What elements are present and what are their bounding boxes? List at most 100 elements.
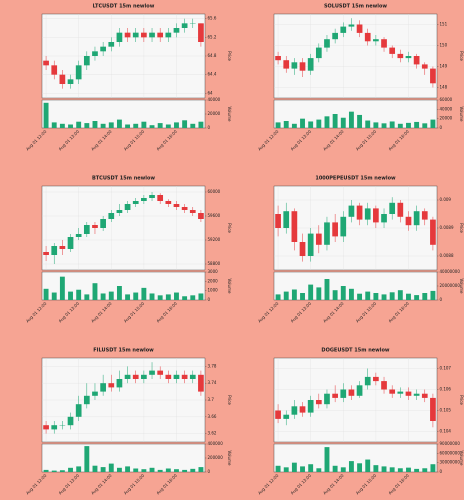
- candle-body: [373, 208, 379, 223]
- volume-bar: [59, 276, 65, 300]
- volume-bar: [308, 464, 314, 472]
- candle-body: [405, 216, 412, 226]
- y-tick-label: 150: [440, 43, 448, 48]
- volume-bar: [165, 294, 171, 300]
- y-tick-label: 3.66: [208, 414, 217, 419]
- candle-body: [124, 32, 131, 38]
- y-tick-label: 65.6: [208, 16, 217, 21]
- y-tick-label: 3.7: [208, 397, 215, 402]
- candle-body: [324, 393, 330, 405]
- volume-bar: [198, 121, 204, 128]
- candle-body: [356, 24, 363, 33]
- volume-tick-label: 40000: [440, 106, 453, 111]
- candle-body: [397, 391, 404, 394]
- y-axis-label: Price: [459, 51, 464, 61]
- volume-tick-label: 0: [208, 125, 211, 130]
- x-tick-label: Aug 01 15:00: [355, 301, 378, 324]
- volume-bar: [51, 292, 57, 300]
- volume-bar: [68, 124, 73, 128]
- y-tick-label: 0.0088: [440, 253, 454, 258]
- candle-body: [43, 425, 49, 430]
- volume-bar: [141, 469, 147, 472]
- volume-bar: [100, 467, 106, 472]
- candle-body: [397, 202, 404, 217]
- candle-body: [165, 32, 172, 38]
- volume-axis-label: Volume: [227, 107, 232, 122]
- volume-bar: [381, 123, 387, 128]
- candle-body: [116, 210, 123, 213]
- candle-body: [315, 400, 322, 405]
- y-tick-label: 59600: [208, 213, 221, 218]
- y-tick-label: 3.62: [208, 431, 217, 436]
- candle-body: [124, 204, 131, 210]
- volume-tick-label: 40000: [208, 97, 221, 102]
- volume-panel: [41, 271, 206, 301]
- x-tick-label: Aug 01 14:00: [90, 129, 113, 152]
- candle-body: [381, 39, 387, 48]
- volume-bar: [76, 121, 82, 128]
- volume-bar: [283, 291, 289, 300]
- x-tick-label: Aug 01 13:00: [289, 129, 312, 152]
- volume-axis-label: Volume: [227, 451, 232, 466]
- volume-tick-label: 400000: [208, 441, 224, 446]
- candle-body: [83, 225, 90, 234]
- candle-body: [43, 60, 49, 66]
- volume-bar: [324, 116, 330, 128]
- candle-body: [348, 205, 355, 217]
- candle-body: [340, 389, 347, 398]
- volume-bar: [198, 467, 204, 472]
- candle-body: [283, 211, 290, 228]
- x-tick-label: Aug 01 13:00: [57, 129, 80, 152]
- x-tick-label: Aug 01 14:00: [322, 473, 345, 496]
- volume-panel: [273, 271, 438, 301]
- candle-body: [389, 202, 396, 214]
- volume-bar: [43, 288, 49, 300]
- y-axis-label: Price: [227, 223, 232, 233]
- volume-bar: [133, 292, 139, 300]
- volume-bar: [406, 122, 411, 128]
- volume-bar: [300, 466, 305, 472]
- x-tick-label: Aug 01 16:00: [387, 129, 410, 152]
- volume-bar: [357, 114, 363, 128]
- volume-bar: [92, 121, 98, 128]
- volume-bar: [357, 463, 363, 472]
- candle-body: [324, 39, 330, 48]
- candle-body: [421, 393, 428, 398]
- candle-body: [59, 74, 66, 84]
- volume-bar: [165, 124, 171, 128]
- volume-tick-label: 0: [208, 297, 211, 302]
- candle-body: [315, 47, 322, 59]
- y-tick-label: 3.78: [208, 363, 217, 368]
- volume-bar: [365, 291, 371, 300]
- candle-body: [389, 389, 396, 394]
- volume-bar: [182, 469, 188, 472]
- volume-bar: [157, 123, 163, 128]
- y-tick-label: 151: [440, 22, 448, 27]
- candle-body: [181, 374, 188, 379]
- candle-body: [165, 201, 172, 204]
- volume-bar: [397, 468, 403, 472]
- candle-body: [405, 391, 412, 396]
- volume-tick-label: 3000: [208, 269, 219, 274]
- candle-body: [116, 379, 123, 388]
- volume-bar: [84, 446, 90, 472]
- volume-axis-label: Volume: [227, 279, 232, 294]
- volume-bar: [100, 293, 106, 300]
- candle-body: [364, 208, 371, 220]
- volume-bar: [108, 122, 114, 128]
- volume-bar: [116, 119, 122, 128]
- candle-body: [67, 237, 74, 249]
- volume-bar: [373, 465, 379, 472]
- volume-bar: [275, 294, 281, 300]
- x-tick-label: Aug 01 12:00: [25, 129, 48, 152]
- volume-tick-label: 200000: [208, 455, 224, 460]
- volume-bar: [422, 123, 428, 128]
- volume-bar: [316, 468, 322, 472]
- volume-bar: [324, 279, 330, 300]
- candle-body: [430, 68, 436, 84]
- candle-body: [283, 60, 290, 69]
- volume-bar: [275, 465, 281, 472]
- volume-bar: [340, 467, 346, 472]
- candle-body: [100, 383, 106, 392]
- volume-bar: [51, 122, 57, 128]
